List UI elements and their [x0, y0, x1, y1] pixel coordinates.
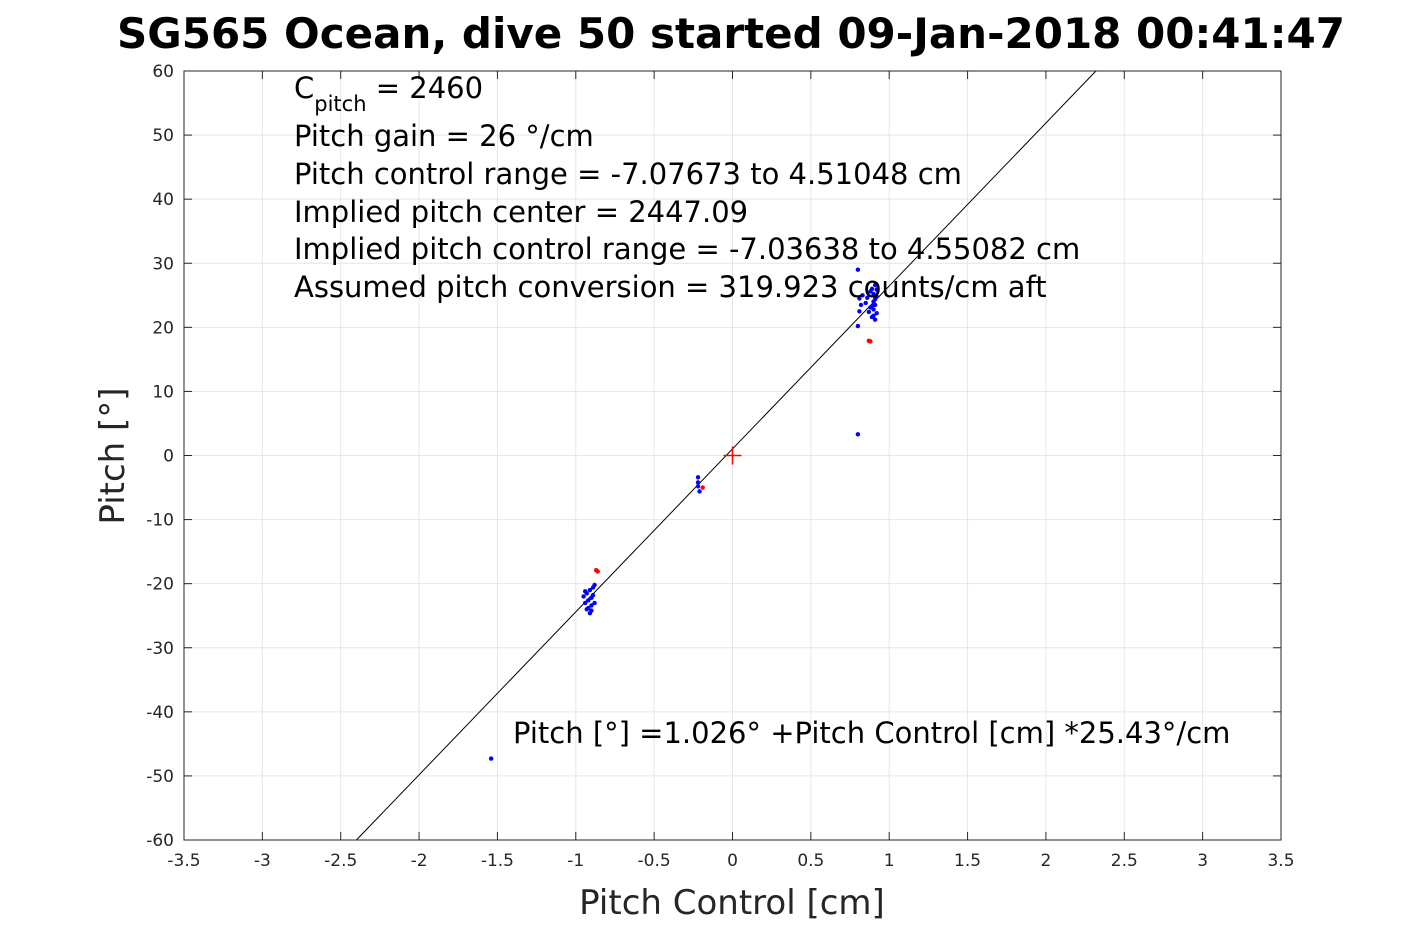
annotation-implied-range: Implied pitch control range = -7.03638 t… [294, 232, 1080, 266]
y-tick-label: -60 [146, 831, 174, 851]
data-point [871, 291, 876, 297]
x-tick-label: 1.5 [954, 851, 981, 871]
data-point [592, 582, 597, 588]
data-point [589, 603, 594, 608]
x-tick-label: 0.5 [797, 851, 824, 871]
y-tick-label: -10 [146, 511, 174, 531]
data-point [866, 309, 872, 315]
data-point [858, 302, 864, 308]
data-point [582, 600, 588, 606]
annotation-pitch-center: Implied pitch center = 2447.09 [294, 195, 748, 229]
x-tick-label: -0.5 [638, 851, 671, 871]
y-tick-label: 0 [163, 447, 174, 467]
x-axis-label: Pitch Control [cm] [579, 883, 885, 923]
annotation-conversion: Assumed pitch conversion = 319.923 count… [294, 270, 1047, 304]
data-point [595, 569, 600, 574]
data-point [869, 286, 875, 292]
data-point [488, 756, 494, 761]
x-tick-label: -2 [411, 851, 428, 871]
c-pitch-main: C [294, 71, 314, 105]
x-tick-label: 0 [727, 851, 738, 871]
data-point [855, 267, 861, 272]
x-tick-labels: -3.5 -3 -2.5 -2 -1.5 -1 -0.5 0 0.5 1 1.5 2 2.5 3 3.5 [167, 851, 1294, 871]
y-tick-label: -20 [146, 575, 174, 595]
data-point [700, 485, 705, 490]
data-point [855, 432, 861, 437]
data-point [874, 311, 879, 316]
x-tick-label: -3 [254, 851, 271, 871]
y-tick-label: -30 [146, 639, 174, 659]
x-tick-label: 3 [1197, 851, 1208, 871]
data-point [872, 282, 878, 288]
data-point [695, 484, 701, 489]
data-point [590, 593, 596, 598]
data-point [592, 600, 597, 606]
data-point [582, 589, 588, 594]
data-point [869, 303, 875, 309]
x-tick-label: -2.5 [324, 851, 357, 871]
y-tick-label: 40 [152, 190, 174, 210]
data-point [697, 489, 702, 494]
x-tick-label: -1 [567, 851, 584, 871]
data-point [586, 605, 591, 611]
c-pitch-subscript: pitch [314, 92, 366, 116]
data-point [857, 296, 862, 301]
data-point [857, 309, 862, 314]
data-point [586, 598, 591, 603]
data-point [587, 587, 593, 593]
c-pitch-value: = 2460 [367, 71, 484, 105]
data-point [871, 313, 876, 318]
axis-ticks [183, 70, 1282, 841]
fit-equation: Pitch [°] =1.026° +Pitch Control [cm] *2… [513, 716, 1230, 750]
x-tick-label: -3.5 [167, 851, 200, 871]
y-tick-label: -40 [146, 703, 174, 723]
y-tick-label: -50 [146, 767, 174, 787]
data-point [860, 293, 865, 298]
center-marker [723, 446, 742, 465]
x-tick-label: 2 [1041, 851, 1052, 871]
x-tick-label: -1.5 [481, 851, 514, 871]
data-point [865, 295, 870, 301]
annotation-control-range: Pitch control range = -7.07673 to 4.5104… [294, 157, 962, 191]
x-tick-label: 2.5 [1111, 851, 1138, 871]
y-axis-label: Pitch [°] [93, 387, 133, 524]
annotation-pitch-gain: Pitch gain = 26 °/cm [294, 119, 594, 153]
data-point [695, 480, 701, 485]
data-point [863, 300, 868, 306]
y-tick-label: 30 [152, 254, 174, 274]
data-point [874, 287, 879, 292]
y-tick-label: 50 [152, 126, 174, 146]
grid-lines [183, 70, 1282, 841]
data-point [581, 594, 586, 599]
chart-title: SG565 Ocean, dive 50 started 09-Jan-2018… [117, 9, 1345, 58]
data-point [589, 608, 594, 613]
x-tick-label: 3.5 [1267, 851, 1294, 871]
y-tick-label: 60 [152, 62, 174, 82]
x-tick-label: 1 [884, 851, 895, 871]
y-tick-labels: -60 -50 -40 -30 -20 -10 0 10 20 30 40 50 60 [146, 62, 174, 851]
y-tick-label: 10 [152, 382, 174, 402]
data-point [695, 475, 701, 480]
data-point [872, 296, 878, 302]
data-point [855, 323, 861, 329]
info-annotation: Cpitch = 2460 Pitch gain = 26 °/cm Pitch… [294, 71, 1080, 304]
data-points [488, 267, 879, 761]
data-point [868, 339, 873, 344]
c-pitch-label: Cpitch = 2460 [294, 71, 483, 116]
y-tick-label: 20 [152, 318, 174, 338]
data-point [872, 317, 878, 322]
